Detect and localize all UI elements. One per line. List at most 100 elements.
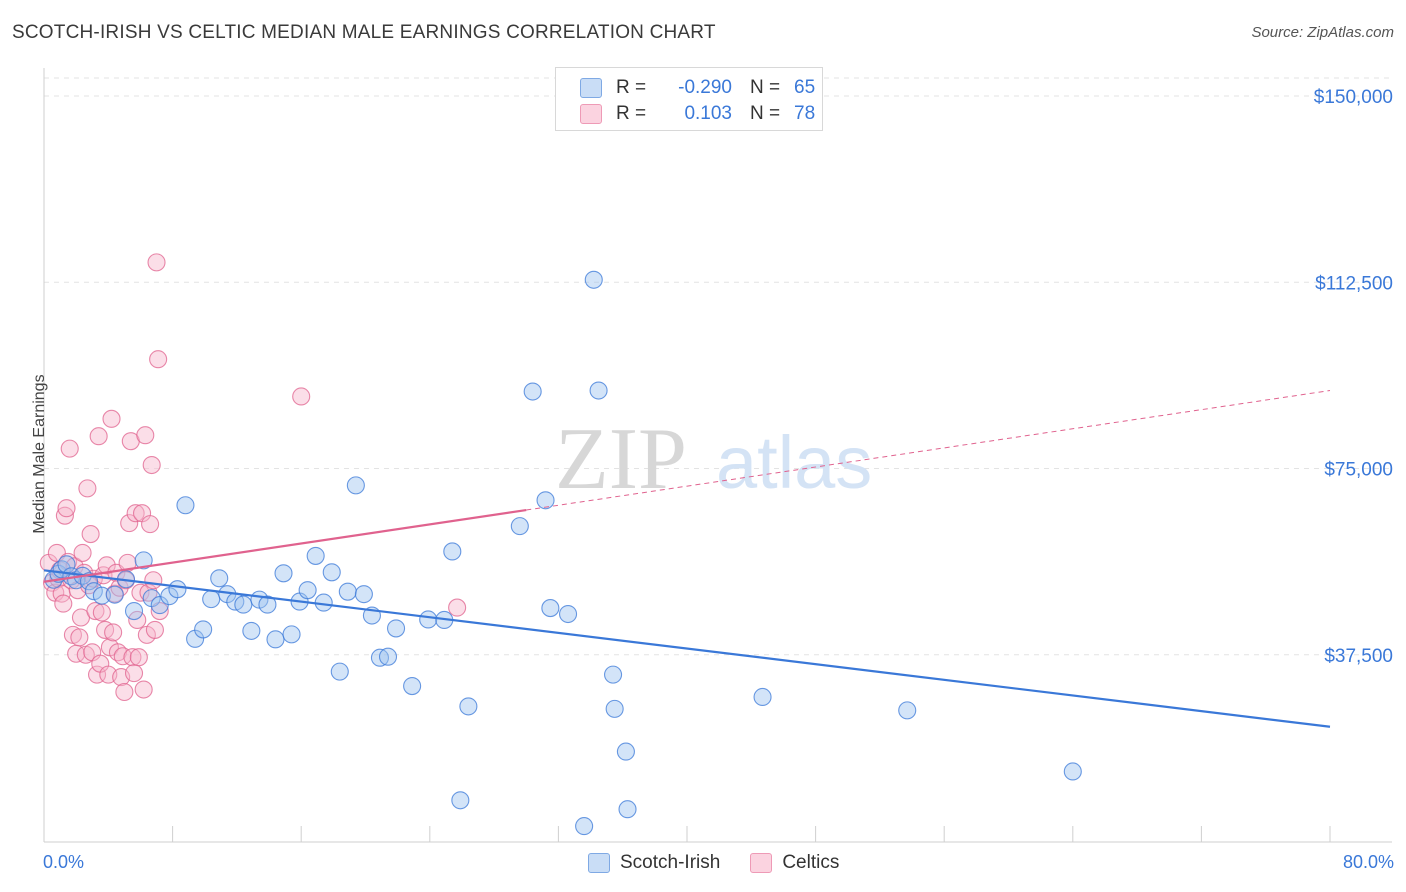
scotch-irish-point bbox=[558, 604, 578, 624]
series-legend-scotch-irish: Scotch-Irish bbox=[588, 852, 720, 874]
scotch-irish-point bbox=[202, 590, 221, 609]
scotch-irish-point bbox=[124, 601, 144, 621]
legend-r-value: -0.290 bbox=[678, 77, 732, 98]
scotch-irish-point bbox=[330, 662, 349, 681]
scotch-irish-point bbox=[92, 586, 111, 605]
celtics-point bbox=[86, 601, 105, 621]
scotch-irish-point bbox=[306, 546, 325, 565]
celtics-point bbox=[124, 664, 144, 683]
celtics-point bbox=[136, 426, 155, 445]
trend-line-scotch-irish bbox=[43, 569, 1331, 728]
celtics-point bbox=[70, 628, 89, 647]
celtics-point bbox=[134, 680, 153, 699]
celtics-point bbox=[57, 499, 76, 518]
scotch-irish-point bbox=[575, 817, 594, 836]
celtics-point bbox=[92, 603, 111, 622]
scotch-irish-point bbox=[168, 580, 187, 599]
scotch-irish-point bbox=[589, 381, 608, 400]
celtics-point bbox=[81, 525, 100, 544]
celtics-point bbox=[448, 598, 467, 617]
celtics-point bbox=[150, 601, 169, 621]
scotch-irish-point bbox=[605, 699, 624, 718]
scotch-irish-point bbox=[105, 585, 124, 604]
legend-r-label: R = bbox=[616, 77, 647, 98]
series-label-celtics: Celtics bbox=[782, 852, 840, 873]
scotch-irish-point bbox=[616, 742, 635, 761]
trend-line-celtics-projection bbox=[526, 390, 1331, 511]
scotch-irish-point bbox=[459, 697, 478, 716]
celtics-point bbox=[129, 648, 148, 667]
celtics-point bbox=[97, 556, 116, 575]
scotch-irish-point bbox=[523, 382, 542, 401]
celtics-point bbox=[73, 543, 92, 562]
scotch-irish-point bbox=[510, 517, 529, 536]
legend-n-value: 78 bbox=[794, 103, 816, 124]
celtics-point bbox=[60, 439, 79, 458]
celtics-point bbox=[120, 514, 139, 533]
watermark-zip: ZIP bbox=[555, 411, 687, 508]
series-swatch-scotch-irish bbox=[588, 853, 610, 873]
scotch-irish-point bbox=[322, 563, 341, 582]
scotch-irish-point bbox=[338, 582, 357, 601]
scotch-irish-point bbox=[242, 621, 261, 640]
scotch-irish-point bbox=[354, 585, 373, 604]
celtics-point bbox=[147, 253, 166, 272]
y-tick-label: $112,500 bbox=[1315, 273, 1393, 294]
chart-title: SCOTCH-IRISH VS CELTIC MEDIAN MALE EARNI… bbox=[12, 22, 716, 43]
y-tick-label: $150,000 bbox=[1314, 87, 1393, 108]
scotch-irish-point bbox=[898, 701, 917, 720]
celtics-point bbox=[149, 350, 168, 369]
y-axis-label: Median Male Earnings bbox=[31, 374, 48, 534]
celtics-point bbox=[144, 571, 163, 590]
legend-r-value: 0.103 bbox=[684, 103, 732, 124]
axes bbox=[43, 68, 1392, 843]
legend-swatch-celtics bbox=[580, 104, 602, 124]
celtics-point bbox=[292, 387, 311, 406]
trend-line-celtics bbox=[43, 508, 527, 583]
y-tick-label: $75,000 bbox=[1324, 460, 1393, 481]
scotch-irish-point bbox=[282, 625, 301, 644]
scotch-irish-point bbox=[266, 630, 285, 649]
scotch-irish-point bbox=[584, 270, 603, 289]
scotch-irish-point bbox=[541, 599, 560, 618]
scotch-irish-point bbox=[536, 491, 555, 510]
legend-n-label: N = bbox=[750, 77, 781, 98]
scotch-irish-point bbox=[386, 619, 406, 638]
scotch-irish-point bbox=[176, 496, 195, 515]
scotch-irish-point bbox=[298, 581, 317, 600]
legend-row-scotch-irish: R = -0.290 N = 65 bbox=[580, 75, 815, 101]
scotch-irish-point bbox=[604, 665, 623, 684]
series-label-scotch-irish: Scotch-Irish bbox=[620, 852, 721, 873]
scotch-irish-point bbox=[234, 595, 253, 614]
series-swatch-celtics bbox=[750, 853, 773, 873]
celtics-point bbox=[113, 647, 132, 666]
celtics-point bbox=[55, 506, 74, 525]
watermark: ZIP atlas bbox=[555, 411, 872, 508]
x-tick-label-min: 0.0% bbox=[43, 852, 85, 872]
celtics-point bbox=[126, 504, 145, 523]
grid-lines bbox=[44, 77, 1392, 656]
series-legend-celtics: Celtics bbox=[750, 852, 839, 874]
scotch-irish-point bbox=[443, 542, 462, 561]
legend-n-label: N = bbox=[750, 103, 781, 124]
scotch-irish-point bbox=[618, 800, 637, 819]
scotch-irish-point bbox=[451, 791, 470, 810]
trend-lines bbox=[43, 390, 1331, 728]
x-tick-label-max: 80.0% bbox=[1342, 852, 1394, 872]
celtics-point bbox=[145, 620, 164, 639]
scotch-irish-point bbox=[419, 610, 438, 629]
scotch-irish-point bbox=[1063, 762, 1082, 781]
series-legend: Scotch-Irish Celtics bbox=[588, 852, 869, 874]
legend-swatch-scotch-irish bbox=[580, 78, 602, 98]
scotch-irish-point bbox=[134, 551, 153, 570]
celtics-point bbox=[54, 594, 73, 613]
celtics-point bbox=[142, 455, 161, 475]
celtics-point bbox=[78, 479, 97, 498]
legend-r-label: R = bbox=[616, 103, 647, 124]
scotch-irish-point bbox=[378, 647, 398, 666]
source-label: Source: ZipAtlas.com bbox=[1251, 24, 1394, 41]
scotch-irish-point bbox=[403, 676, 422, 696]
legend-row-celtics: R = 0.103 N = 78 bbox=[580, 101, 815, 127]
celtics-point bbox=[141, 515, 160, 534]
